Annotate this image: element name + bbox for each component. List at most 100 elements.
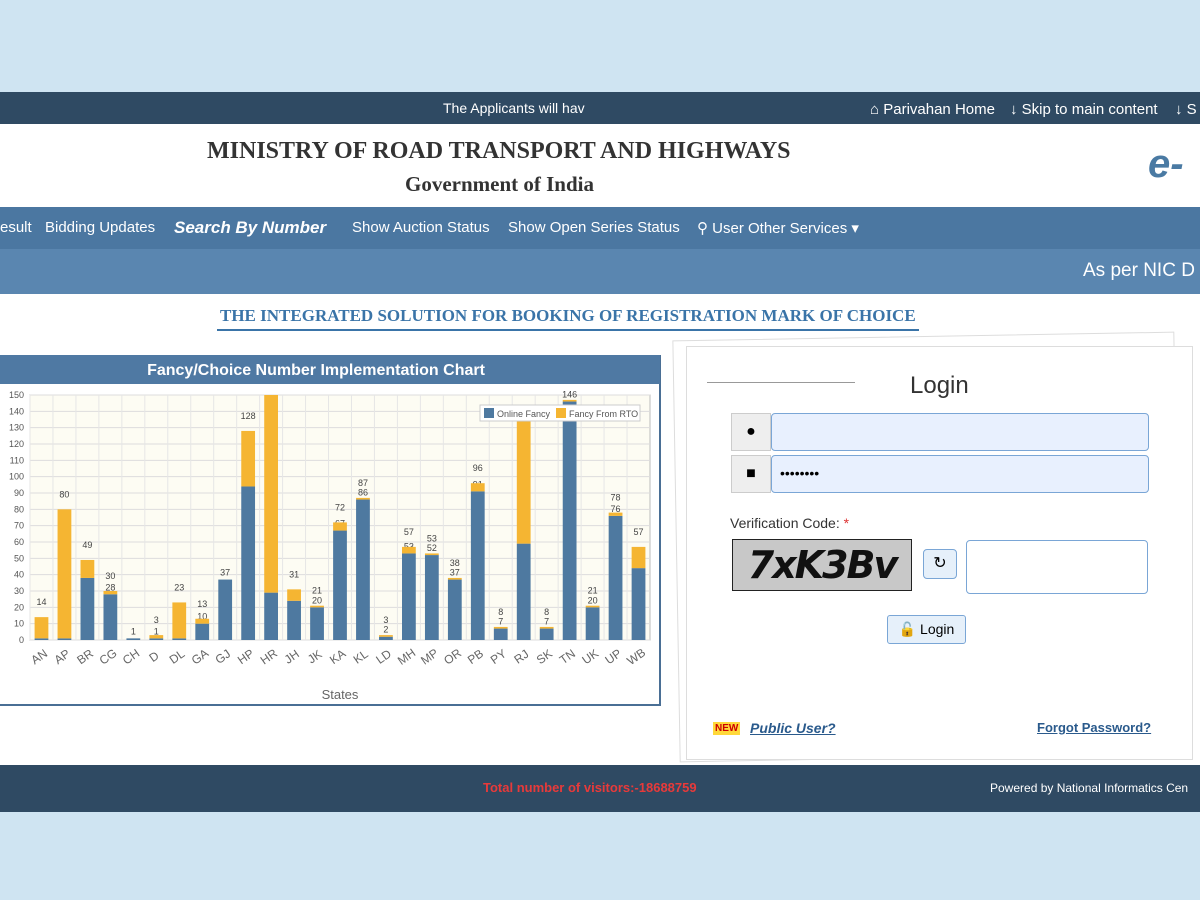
y-tick-label: 30 — [14, 586, 24, 596]
bar-segment — [608, 512, 623, 516]
chart: Fancy/Choice Number Implementation Chart… — [0, 355, 661, 706]
total-label: 8 — [544, 607, 549, 617]
bar-segment — [218, 579, 233, 640]
link-text[interactable]: Skip to main content — [1021, 101, 1158, 118]
menu-item[interactable]: Search By Number — [174, 218, 327, 237]
total-label: 96 — [473, 463, 483, 473]
public-user-link[interactable]: Public User? — [750, 720, 836, 736]
value-label: 37 — [220, 568, 230, 578]
captcha-input[interactable] — [966, 540, 1148, 594]
total-label: 72 — [335, 502, 345, 512]
total-label: 3 — [154, 615, 159, 625]
total-label: 128 — [241, 411, 256, 421]
lock-icon: ■ — [731, 455, 771, 493]
value-label: 53 — [404, 541, 414, 551]
total-label: 31 — [289, 569, 299, 579]
total-label: 57 — [634, 527, 644, 537]
bar-segment — [402, 546, 416, 554]
refresh-captcha[interactable]: ↻ — [923, 549, 957, 579]
x-axis-title: States — [322, 687, 359, 702]
bar-segment — [80, 559, 95, 578]
y-tick-label: 150 — [9, 390, 24, 400]
heading: THE INTEGRATED SOLUTION FOR BOOKING OF R… — [217, 306, 919, 331]
powered-by: Powered by National Informatics Cen — [990, 781, 1189, 795]
total-label: 38 — [450, 558, 460, 568]
button-text[interactable]: Login — [920, 621, 955, 637]
y-tick-label: 80 — [14, 504, 24, 514]
bar-segment — [103, 594, 118, 640]
bar-segment — [631, 568, 646, 640]
value-label: 28 — [105, 582, 115, 592]
y-tick-label: 40 — [14, 570, 24, 580]
menu-item[interactable]: esult — [0, 219, 32, 236]
bar-segment — [493, 628, 508, 640]
legend-swatch — [556, 408, 566, 418]
captcha-image: 7xK3Bv — [732, 539, 912, 591]
divider — [707, 382, 855, 383]
value-label: 1 — [131, 626, 136, 636]
value-label: 7 — [544, 617, 549, 627]
ministry-title: MINISTRY OF ROAD TRANSPORT AND HIGHWAYS — [207, 138, 791, 164]
total-label: 53 — [427, 533, 437, 543]
value-label: 2 — [383, 625, 388, 635]
bar-segment — [539, 628, 554, 640]
y-tick-label: 140 — [9, 406, 24, 416]
total-label: 49 — [82, 540, 92, 550]
user-icon: ● — [731, 413, 771, 451]
total-label: 13 — [197, 599, 207, 609]
value-label: 86 — [358, 488, 368, 498]
skip-link[interactable]: ↓ Skip to main content — [1010, 101, 1158, 118]
total-label: 57 — [404, 527, 414, 537]
bar-segment — [447, 579, 462, 640]
value-label: 146 — [562, 390, 577, 400]
total-label: 21 — [312, 586, 322, 596]
bar-segment — [103, 591, 118, 595]
bar-segment — [379, 636, 393, 640]
y-tick-label: 60 — [14, 537, 24, 547]
bar-segment — [585, 605, 600, 608]
menu-item[interactable]: Bidding Updates — [45, 219, 156, 236]
y-tick-label: 100 — [9, 472, 24, 482]
value-label: 76 — [611, 504, 621, 514]
password-mask: •••••••• — [780, 465, 820, 481]
menu-item[interactable]: Show Auction Status — [352, 219, 490, 236]
bar-segment — [356, 499, 370, 640]
bar-segment — [539, 626, 554, 629]
top-bar: The Applicants will hav ⌂ Parivahan Home… — [0, 92, 1200, 124]
menu-item[interactable]: ⚲ User Other Services ▾ — [697, 220, 859, 237]
bar-segment — [264, 592, 278, 640]
chart-title: Fancy/Choice Number Implementation Chart — [147, 362, 486, 379]
link-text[interactable]: S — [1186, 101, 1197, 118]
total-label: 23 — [174, 582, 184, 592]
total-label: 8 — [498, 607, 503, 617]
login-panel: Login ● ■ •••••••• Verification Code: * … — [686, 346, 1193, 760]
bar-segment — [470, 483, 485, 492]
link-text[interactable]: Parivahan Home — [883, 101, 995, 118]
bar-segment — [516, 543, 531, 640]
bar-segment — [402, 553, 416, 640]
login-button[interactable]: 🔓 Login — [887, 615, 966, 644]
total-label: 80 — [59, 489, 69, 499]
password-input[interactable]: •••••••• — [771, 455, 1149, 493]
bar-segment — [310, 607, 324, 640]
forgot-link[interactable]: Forgot Password? — [1037, 720, 1152, 735]
bar-segment — [447, 577, 462, 580]
y-tick-label: 0 — [19, 635, 24, 645]
menu-text[interactable]: User Other Services — [712, 220, 848, 237]
bar-segment — [149, 635, 164, 639]
bar-segment — [195, 618, 210, 624]
value-label: 1 — [154, 626, 159, 636]
y-tick-label: 10 — [14, 619, 24, 629]
bar-segment — [333, 522, 347, 531]
menu-item[interactable]: Show Open Series Status — [508, 219, 680, 236]
username-input[interactable] — [771, 413, 1149, 451]
home-link[interactable]: ⌂ Parivahan Home — [870, 101, 995, 118]
link[interactable]: ↓ S — [1175, 101, 1197, 118]
bar-segment — [172, 602, 187, 639]
y-tick-label: 110 — [10, 455, 24, 465]
bar-segment — [287, 600, 301, 640]
value-label: 37 — [450, 568, 460, 578]
total-label: 3 — [383, 615, 388, 625]
login-title: Login — [910, 372, 969, 399]
